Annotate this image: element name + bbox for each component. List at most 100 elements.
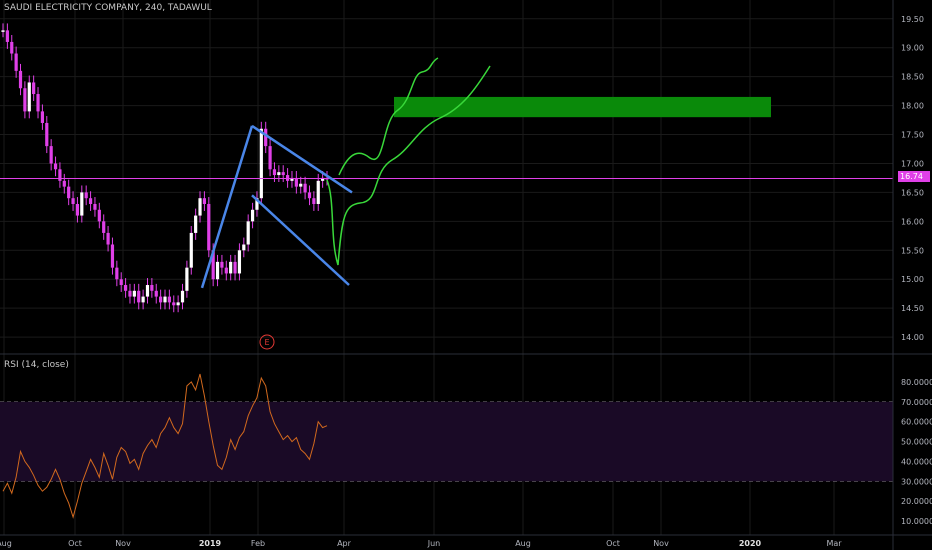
time-tick-label: Aug: [515, 539, 531, 548]
time-tick-label: 2019: [199, 539, 222, 548]
candle-body: [198, 198, 202, 216]
candle-body: [145, 285, 150, 297]
chart-title: SAUDI ELECTRICITY COMPANY, 240, TADAWUL: [4, 3, 212, 13]
rsi-tick-label: 80.0000: [901, 378, 932, 387]
candle-body: [40, 111, 45, 123]
candle-body: [250, 209, 255, 222]
candle-body: [237, 250, 242, 274]
price-tick-label: 16.00: [901, 217, 924, 226]
candle-body: [176, 302, 180, 306]
candle-body: [5, 30, 9, 42]
candle-body: [27, 82, 31, 112]
price-tick-label: 18.50: [901, 73, 924, 82]
price-tick-label: 19.00: [901, 44, 924, 53]
candle-body: [185, 267, 189, 291]
projection-path-1: [338, 57, 439, 176]
candle-body: [285, 175, 290, 181]
candle-body: [215, 261, 220, 280]
candle-body: [172, 302, 176, 306]
candle-body: [224, 267, 228, 274]
candle-body: [106, 232, 110, 245]
time-tick-label: Nov: [653, 539, 669, 548]
candle-body: [84, 192, 88, 199]
candle-body: [137, 290, 141, 303]
projection-path-2: [326, 65, 491, 266]
candle-body: [18, 70, 23, 89]
candle-body: [233, 261, 237, 274]
flag-lower-line: [251, 194, 350, 286]
time-tick-label: Jun: [427, 539, 441, 548]
candle-body: [268, 146, 272, 170]
candle-body: [62, 180, 66, 187]
rsi-tick-label: 40.0000: [901, 457, 932, 466]
price-tick-label: 17.50: [901, 131, 924, 140]
candle-body: [163, 296, 167, 303]
candle-body: [246, 221, 250, 245]
drawings: E: [200, 57, 771, 350]
flagpole-line: [200, 125, 254, 289]
candle-body: [141, 296, 145, 303]
candle-body: [1, 30, 5, 32]
earnings-marker-label: E: [264, 338, 269, 347]
candle-body: [53, 163, 58, 170]
rsi-tick-label: 60.0000: [901, 418, 932, 427]
price-candles: [0, 23, 893, 313]
rsi-series: [2, 373, 328, 519]
time-tick-label: Nov: [115, 539, 131, 548]
time-tick-label: Oct: [68, 539, 82, 548]
candle-body: [132, 290, 136, 297]
candle-body: [49, 146, 53, 164]
rsi-band: [0, 401, 893, 482]
candle-body: [67, 186, 71, 199]
candle-body: [281, 172, 285, 176]
rsi-label: RSI (14, close): [4, 360, 69, 370]
rsi-tick-label: 30.0000: [901, 477, 932, 486]
price-tick-label: 16.50: [901, 188, 924, 197]
time-tick-label: Mar: [826, 539, 842, 548]
candle-body: [194, 215, 198, 233]
target-zone: [394, 96, 771, 118]
candle-body: [242, 244, 246, 251]
candle-body: [23, 88, 27, 112]
candle-body: [58, 169, 62, 181]
candle-body: [14, 53, 18, 71]
candle-body: [36, 94, 40, 112]
candle-body: [110, 244, 115, 268]
candle-body: [75, 203, 80, 216]
earnings-marker: [259, 334, 275, 350]
rsi-tick-label: 50.0000: [901, 438, 932, 447]
candle-body: [115, 267, 119, 280]
candle-body: [80, 192, 84, 216]
candle-body: [211, 250, 215, 280]
candle-body: [97, 209, 101, 222]
time-tick-label: Aug: [0, 539, 12, 548]
candle-body: [32, 82, 36, 95]
time-tick-label: Oct: [606, 539, 620, 548]
price-tick-label: 14.00: [901, 333, 924, 342]
price-tick-label: 17.00: [901, 159, 924, 168]
candle-body: [159, 296, 163, 303]
time-tick-label: 2020: [739, 539, 762, 548]
candle-body: [321, 177, 325, 181]
candle-body: [167, 296, 171, 303]
candle-body: [307, 192, 312, 199]
last-price-tag: 16.74: [898, 171, 930, 182]
candle-body: [128, 290, 132, 297]
candle-body: [229, 261, 233, 274]
candle-body: [154, 290, 158, 297]
price-tick-label: 18.00: [901, 102, 924, 111]
candle-body: [102, 221, 106, 233]
candle-body: [45, 122, 49, 147]
candle-body: [299, 183, 303, 187]
candle-body: [93, 203, 97, 210]
candle-body: [180, 290, 185, 303]
candle-body: [316, 180, 320, 204]
candle-body: [207, 203, 211, 251]
price-tick-label: 14.50: [901, 304, 924, 313]
price-tick-label: 19.50: [901, 15, 924, 24]
candle-body: [150, 285, 154, 291]
candle-body: [290, 177, 294, 181]
price-tick-label: 15.00: [901, 275, 924, 284]
rsi-tick-label: 70.0000: [901, 398, 932, 407]
